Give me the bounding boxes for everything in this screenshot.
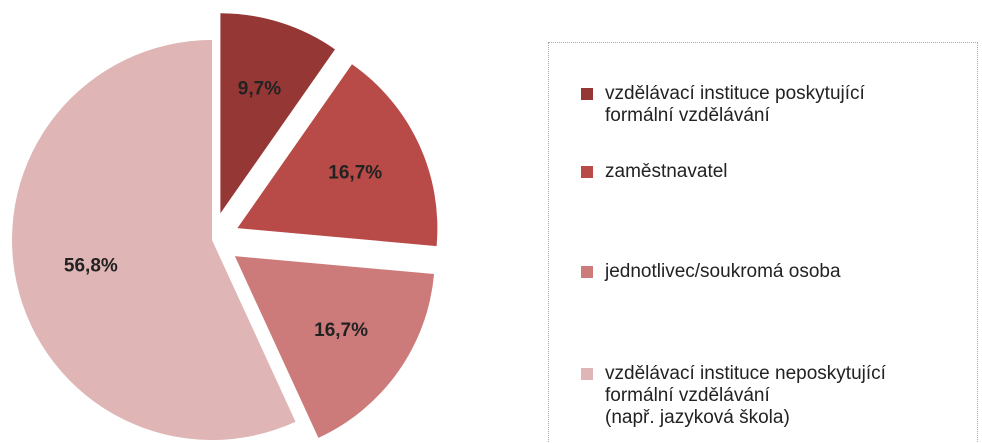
legend-swatch [581,166,593,178]
legend-label: zaměstnavatel [605,161,728,182]
pie-slice [11,40,296,441]
data-label: 56,8% [64,256,118,277]
legend-item: vzdělávací instituce poskytující formáln… [581,83,865,127]
legend-item: jednotlivec/soukromá osoba [581,261,841,283]
pie-slice [237,64,438,247]
legend-label: vzdělávací instituce neposkytující formá… [605,363,886,428]
legend: vzdělávací instituce poskytující formáln… [548,42,978,443]
data-label: 16,7% [328,162,382,183]
legend-swatch [581,88,593,100]
legend-swatch [581,368,593,380]
pie-slice [234,256,435,438]
legend-swatch [581,266,593,278]
legend-label: jednotlivec/soukromá osoba [605,261,841,282]
legend-item: zaměstnavatel [581,161,728,183]
pie-slice [220,13,335,214]
legend-item: vzdělávací instituce neposkytující formá… [581,363,886,429]
data-label: 9,7% [238,78,281,99]
legend-label: vzdělávací instituce poskytující formáln… [605,83,865,126]
data-label: 16,7% [314,320,368,341]
